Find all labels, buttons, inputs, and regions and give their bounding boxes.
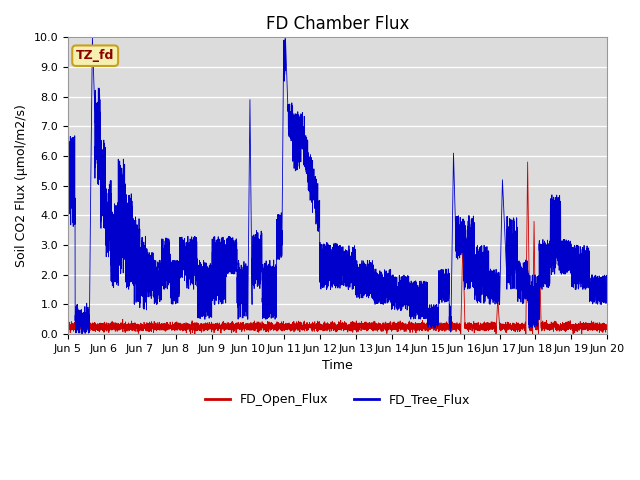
FD_Tree_Flux <box>248 236 255 241</box>
Line: FD_Open_Flux: FD_Open_Flux <box>68 162 607 334</box>
FD_Open_Flux <box>474 324 481 330</box>
FD_Open_Flux <box>581 324 589 329</box>
FD_Open_Flux <box>457 331 465 337</box>
FD_Tree_Flux <box>78 331 86 336</box>
FD_Tree_Flux <box>604 288 611 294</box>
FD_Tree_Flux <box>574 252 582 257</box>
FD_Open_Flux <box>604 324 611 330</box>
FD_Tree_Flux <box>474 275 481 280</box>
X-axis label: Time: Time <box>323 360 353 372</box>
FD_Tree_Flux <box>319 281 327 287</box>
FD_Open_Flux <box>248 321 255 327</box>
FD_Tree_Flux <box>88 35 96 40</box>
FD_Open_Flux <box>574 323 582 328</box>
Legend: FD_Open_Flux, FD_Tree_Flux: FD_Open_Flux, FD_Tree_Flux <box>200 388 475 411</box>
FD_Open_Flux <box>319 326 327 332</box>
FD_Open_Flux <box>524 159 531 165</box>
FD_Tree_Flux <box>64 200 72 205</box>
FD_Tree_Flux <box>581 270 589 276</box>
FD_Open_Flux <box>64 326 72 332</box>
Line: FD_Tree_Flux: FD_Tree_Flux <box>68 37 607 334</box>
FD_Tree_Flux <box>459 224 467 229</box>
FD_Open_Flux <box>458 259 466 265</box>
Text: TZ_fd: TZ_fd <box>76 49 115 62</box>
Title: FD Chamber Flux: FD Chamber Flux <box>266 15 410 33</box>
Y-axis label: Soil CO2 Flux (μmol/m2/s): Soil CO2 Flux (μmol/m2/s) <box>15 104 28 267</box>
